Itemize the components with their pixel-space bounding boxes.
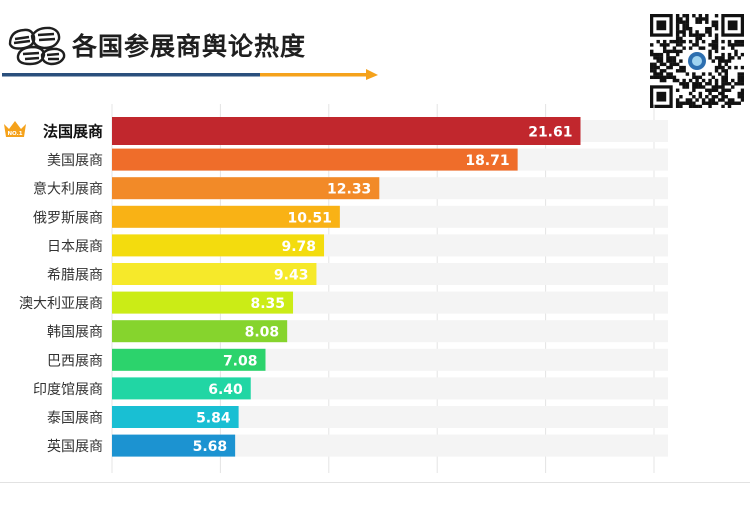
category-label: 希腊展商 bbox=[47, 268, 103, 284]
value-label: 8.35 bbox=[250, 296, 285, 312]
value-label: 18.71 bbox=[465, 153, 509, 169]
category-label: 法国展商 bbox=[43, 123, 103, 141]
bar-11 bbox=[112, 406, 239, 428]
category-label: 美国展商 bbox=[47, 153, 103, 169]
bar-9 bbox=[112, 348, 266, 371]
footer-divider bbox=[0, 482, 750, 483]
category-label: 韩国展商 bbox=[47, 325, 103, 341]
qr-code-icon bbox=[650, 14, 745, 112]
tiles-stack-icon bbox=[4, 22, 68, 72]
chart-bars: 21.61 法国展商 18.71 美国展商 12.33 意大利展商 10.51 俄罗斯展商 9.… bbox=[4, 117, 668, 457]
value-label: 12.33 bbox=[327, 182, 371, 198]
crown-badge-label: NO.1 bbox=[7, 131, 22, 137]
bar-track bbox=[112, 434, 668, 457]
bar-6 bbox=[112, 263, 317, 285]
bar-8 bbox=[112, 320, 288, 343]
category-label: 印度馆展商 bbox=[33, 382, 103, 398]
bar-10 bbox=[112, 377, 251, 400]
category-label: 日本展商 bbox=[47, 239, 103, 255]
bar-5 bbox=[112, 234, 325, 257]
bar-track bbox=[112, 377, 668, 400]
bar-2 bbox=[112, 148, 518, 171]
category-label: 英国展商 bbox=[47, 438, 103, 455]
bar-1 bbox=[112, 117, 581, 145]
value-label: 6.40 bbox=[208, 382, 243, 398]
title-underline bbox=[0, 66, 390, 85]
bar-4 bbox=[112, 205, 340, 228]
bar-12 bbox=[112, 434, 236, 457]
bar-3 bbox=[112, 177, 380, 200]
value-label: 5.84 bbox=[196, 411, 231, 427]
category-label: 意大利展商 bbox=[33, 181, 103, 198]
value-label: 10.51 bbox=[288, 210, 332, 226]
value-label: 7.08 bbox=[223, 353, 258, 369]
category-label: 泰国展商 bbox=[47, 411, 103, 427]
value-label: 9.43 bbox=[274, 268, 309, 284]
value-label: 8.08 bbox=[245, 325, 280, 341]
value-label: 21.61 bbox=[528, 125, 572, 141]
category-label: 俄罗斯展商 bbox=[33, 210, 103, 226]
bar-7 bbox=[112, 291, 294, 314]
category-label: 澳大利亚展商 bbox=[19, 296, 103, 312]
bar-track bbox=[112, 406, 668, 428]
value-label: 9.78 bbox=[281, 239, 316, 255]
value-label: 5.68 bbox=[193, 439, 228, 455]
page-title: 各国参展商舆论热度 bbox=[72, 32, 307, 61]
category-label: 巴西展商 bbox=[47, 353, 103, 369]
crown-icon: NO.1 bbox=[4, 121, 26, 137]
